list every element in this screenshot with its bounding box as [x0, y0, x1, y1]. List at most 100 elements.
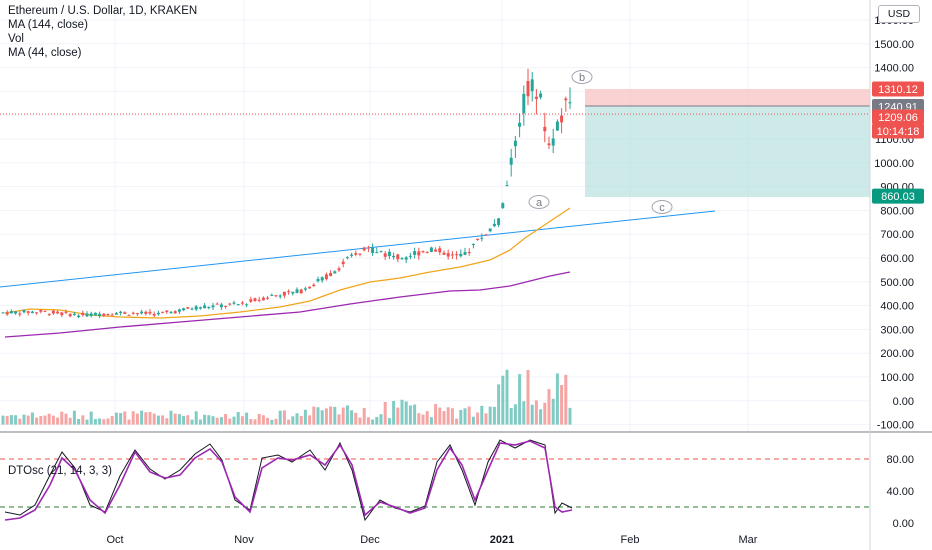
- volume-bar: [341, 407, 345, 425]
- volume-bar: [173, 413, 177, 425]
- volume-bar: [169, 410, 173, 425]
- volume-bar: [333, 406, 337, 425]
- candle-body: [463, 252, 467, 255]
- currency-button[interactable]: USD: [878, 5, 920, 23]
- volume-bar: [358, 417, 362, 425]
- legend-ma-long[interactable]: MA (144, close): [8, 19, 88, 31]
- oscillator-tick: 40.00: [886, 486, 914, 498]
- stop-zone[interactable]: [585, 89, 870, 106]
- price-pane[interactable]: a b c: [0, 68, 870, 425]
- candle-body: [379, 251, 383, 253]
- volume-bar: [488, 406, 492, 425]
- volume-bar: [152, 413, 156, 425]
- volume-bar: [463, 408, 467, 425]
- candle-body: [156, 312, 160, 315]
- candle-body: [526, 80, 530, 97]
- price-tick: 100.00: [880, 372, 914, 384]
- volume-bar: [182, 415, 186, 425]
- trendline[interactable]: [0, 210, 716, 288]
- candle-body: [60, 312, 64, 316]
- price-tick: 600.00: [880, 253, 914, 265]
- candle-body: [329, 272, 333, 277]
- volume-bar: [156, 415, 160, 425]
- candle-body: [408, 255, 412, 257]
- volume-bar: [560, 384, 564, 425]
- candle-body: [396, 254, 400, 260]
- wave-label-c[interactable]: c: [651, 200, 673, 215]
- volume-bar: [329, 406, 333, 425]
- candle-body: [287, 291, 291, 293]
- volume-bar: [547, 389, 551, 425]
- volume-bar: [291, 416, 295, 425]
- volume-bar: [236, 411, 240, 425]
- volume-bar: [501, 375, 505, 425]
- candle-body: [135, 313, 139, 315]
- time-axis[interactable]: Oct Nov Dec 2021 Feb Mar: [106, 534, 757, 546]
- candle-body: [484, 234, 488, 236]
- volume-bar: [509, 408, 513, 425]
- volume-bar: [51, 415, 55, 425]
- volume-bar: [56, 417, 60, 425]
- candle-body: [198, 307, 202, 309]
- volume-bar: [114, 412, 118, 425]
- candle-body: [505, 185, 509, 187]
- candlesticks: [1, 68, 572, 319]
- candle-body: [383, 253, 387, 257]
- candle-body: [161, 311, 165, 313]
- candle-body: [308, 286, 312, 289]
- volume-bar: [257, 413, 261, 425]
- candle-body: [358, 253, 362, 255]
- legend-vol[interactable]: Vol: [8, 33, 24, 45]
- wave-label-b[interactable]: b: [571, 70, 593, 85]
- candle-body: [257, 299, 261, 301]
- candle-body: [560, 115, 564, 123]
- candle-body: [43, 310, 47, 312]
- ma-short-line: [4, 207, 571, 319]
- candle-body: [438, 248, 442, 253]
- volume-bar: [194, 411, 198, 425]
- volume-bar: [484, 413, 488, 425]
- volume-bar: [379, 414, 383, 425]
- price-tick: -100.00: [877, 420, 914, 432]
- oscillator-tick: 0.00: [893, 518, 914, 530]
- volume-bar: [127, 419, 131, 425]
- volume-bar: [471, 416, 475, 425]
- symbol-title[interactable]: Ethereum / U.S. Dollar, 1D, KRAKEN: [8, 5, 198, 17]
- price-tick: 1000.00: [874, 158, 914, 170]
- candle-body: [513, 140, 517, 147]
- volume-bar: [161, 415, 165, 425]
- volume-bar: [98, 418, 102, 425]
- volume-bar: [446, 407, 450, 425]
- volume-bar: [47, 413, 51, 425]
- candle-body: [35, 312, 39, 314]
- volume-bar: [144, 412, 148, 425]
- price-axis[interactable]: 1600.001500.001400.001300.001200.001100.…: [872, 15, 924, 530]
- volume-bar: [438, 407, 442, 425]
- volume-bar: [1, 415, 5, 425]
- candle-body: [89, 313, 93, 316]
- svg-text:1209.06: 1209.06: [878, 112, 918, 124]
- legend-ma-short[interactable]: MA (44, close): [8, 47, 82, 59]
- volume-bar: [9, 415, 13, 425]
- wave-label-a[interactable]: a: [528, 195, 550, 210]
- volume-bar: [215, 417, 219, 425]
- candle-body: [249, 299, 253, 302]
- candle-body: [509, 157, 513, 165]
- candle-body: [530, 79, 534, 92]
- volume-bar: [564, 374, 568, 425]
- volume-bar: [345, 405, 349, 425]
- volume-bar: [26, 415, 30, 425]
- target-zone[interactable]: [585, 106, 870, 197]
- volume-bar: [14, 415, 18, 425]
- ma-long-line: [4, 271, 571, 338]
- volume-bar: [35, 417, 39, 425]
- time-label: 2021: [490, 534, 514, 546]
- price-tick: 800.00: [880, 205, 914, 217]
- oscillator-legend[interactable]: DTOsc (21, 14, 3, 3): [8, 465, 112, 477]
- candle-body: [547, 143, 551, 146]
- volume-bar: [177, 414, 181, 425]
- oscillator-pane[interactable]: [0, 439, 870, 522]
- candle-body: [539, 93, 543, 98]
- volume-bar: [417, 413, 421, 425]
